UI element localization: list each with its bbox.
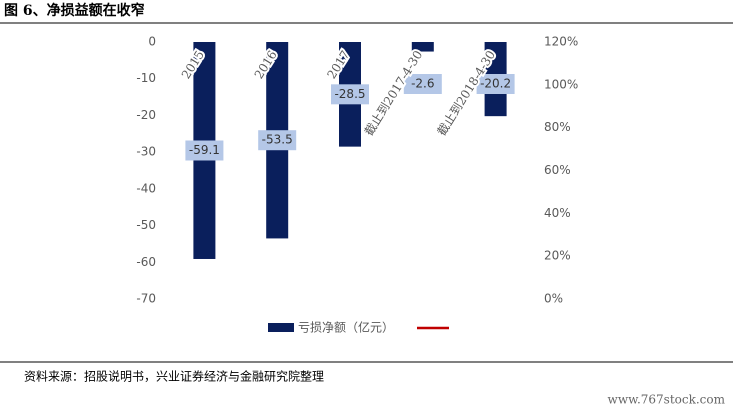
value-label: -28.5 <box>334 87 365 101</box>
y2-tick-label: 40% <box>544 206 571 220</box>
y2-tick-label: 80% <box>544 120 571 134</box>
watermark: www.767stock.com <box>608 393 726 407</box>
y-tick-label: -70 <box>136 292 156 306</box>
value-label-box <box>476 74 515 94</box>
y-tick-label: -30 <box>136 145 156 159</box>
chart-title: 图 6、净损益额在收窄 <box>4 2 145 19</box>
y2-tick-label: 20% <box>544 249 571 263</box>
source: 资料来源：招股说明书，兴业证券经济与金融研究院整理 <box>24 369 324 384</box>
y2-tick-label: 100% <box>544 77 578 91</box>
value-label-box <box>258 130 297 151</box>
value-label-box <box>331 84 369 105</box>
legend-label: 亏损净额（亿元） <box>298 320 394 335</box>
value-label: -20.2 <box>480 77 511 91</box>
legend-swatch <box>268 323 294 332</box>
value-label-box <box>403 74 442 94</box>
y2-tick-label: 60% <box>544 163 571 177</box>
y2-tick-label: 120% <box>544 35 578 49</box>
y-tick-label: -20 <box>136 108 156 122</box>
y2-tick-label: 0% <box>544 292 563 306</box>
y-tick-label: -10 <box>136 71 156 85</box>
value-label-box <box>185 140 224 161</box>
value-label: -53.5 <box>262 133 293 147</box>
y-tick-label: 0 <box>148 35 156 49</box>
value-label: -2.6 <box>411 77 434 91</box>
y-tick-label: -60 <box>136 255 156 269</box>
bar <box>411 42 434 52</box>
value-label: -59.1 <box>189 143 220 157</box>
y-tick-label: -40 <box>136 181 156 195</box>
y-tick-label: -50 <box>136 218 156 232</box>
